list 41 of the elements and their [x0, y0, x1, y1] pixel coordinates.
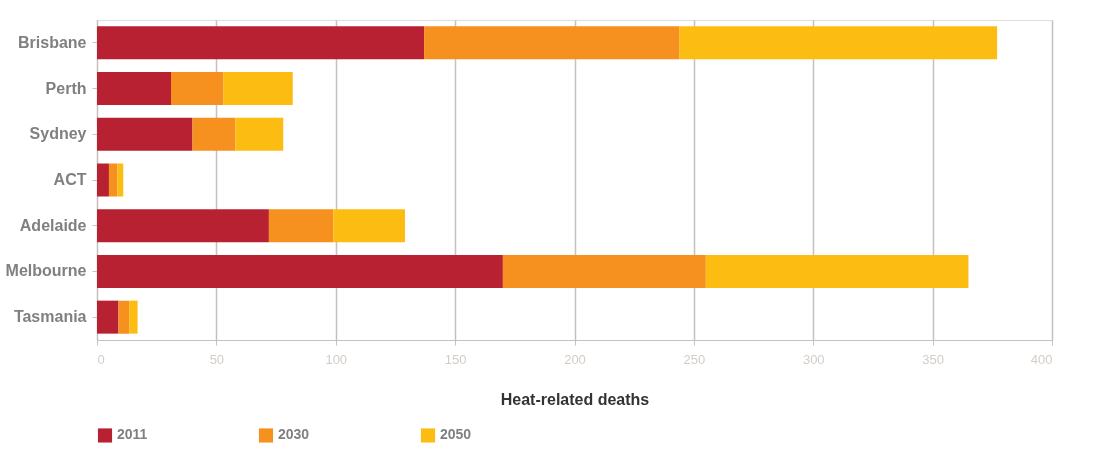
legend-label: 2011 [117, 426, 148, 443]
bar [192, 117, 236, 151]
x-tick-label: 150 [444, 351, 467, 367]
legend-label: 2050 [440, 426, 472, 443]
bar [705, 254, 969, 288]
x-tick-label: 300 [802, 351, 825, 367]
legend-label: 2030 [278, 426, 310, 443]
x-tick-label: 0 [97, 351, 105, 367]
bar [679, 26, 998, 60]
bar [108, 163, 118, 197]
bar [97, 209, 269, 243]
bar [97, 300, 119, 334]
x-tick-label: 350 [922, 351, 944, 367]
x-tick-label: 400 [1030, 351, 1053, 367]
y-tick-label: Sydney [29, 125, 87, 143]
x-tick-label: 250 [683, 351, 706, 367]
x-tick-label: 200 [564, 351, 586, 367]
bar [424, 26, 680, 60]
y-tick-label: Adelaide [19, 216, 87, 234]
y-tick-label: Brisbane [18, 33, 87, 51]
x-tick-label: 50 [209, 351, 225, 367]
bar [502, 254, 706, 288]
x-tick-label: 100 [325, 351, 348, 367]
bar [118, 300, 130, 334]
bar [235, 117, 284, 151]
bar [97, 72, 172, 106]
bar [268, 209, 334, 243]
y-tick-label: Tasmania [13, 308, 87, 326]
bar [97, 254, 503, 288]
y-tick-label: ACT [53, 171, 87, 188]
bar [333, 209, 405, 243]
bar [129, 300, 138, 334]
bar [117, 163, 124, 197]
bar [97, 117, 193, 151]
bar [223, 72, 293, 106]
x-axis-title: Heat-related deaths [500, 390, 650, 408]
y-tick-label: Perth [45, 79, 87, 97]
bar [97, 26, 425, 60]
bar [171, 72, 224, 106]
y-tick-label: Melbourne [5, 262, 87, 280]
bar [97, 163, 109, 197]
